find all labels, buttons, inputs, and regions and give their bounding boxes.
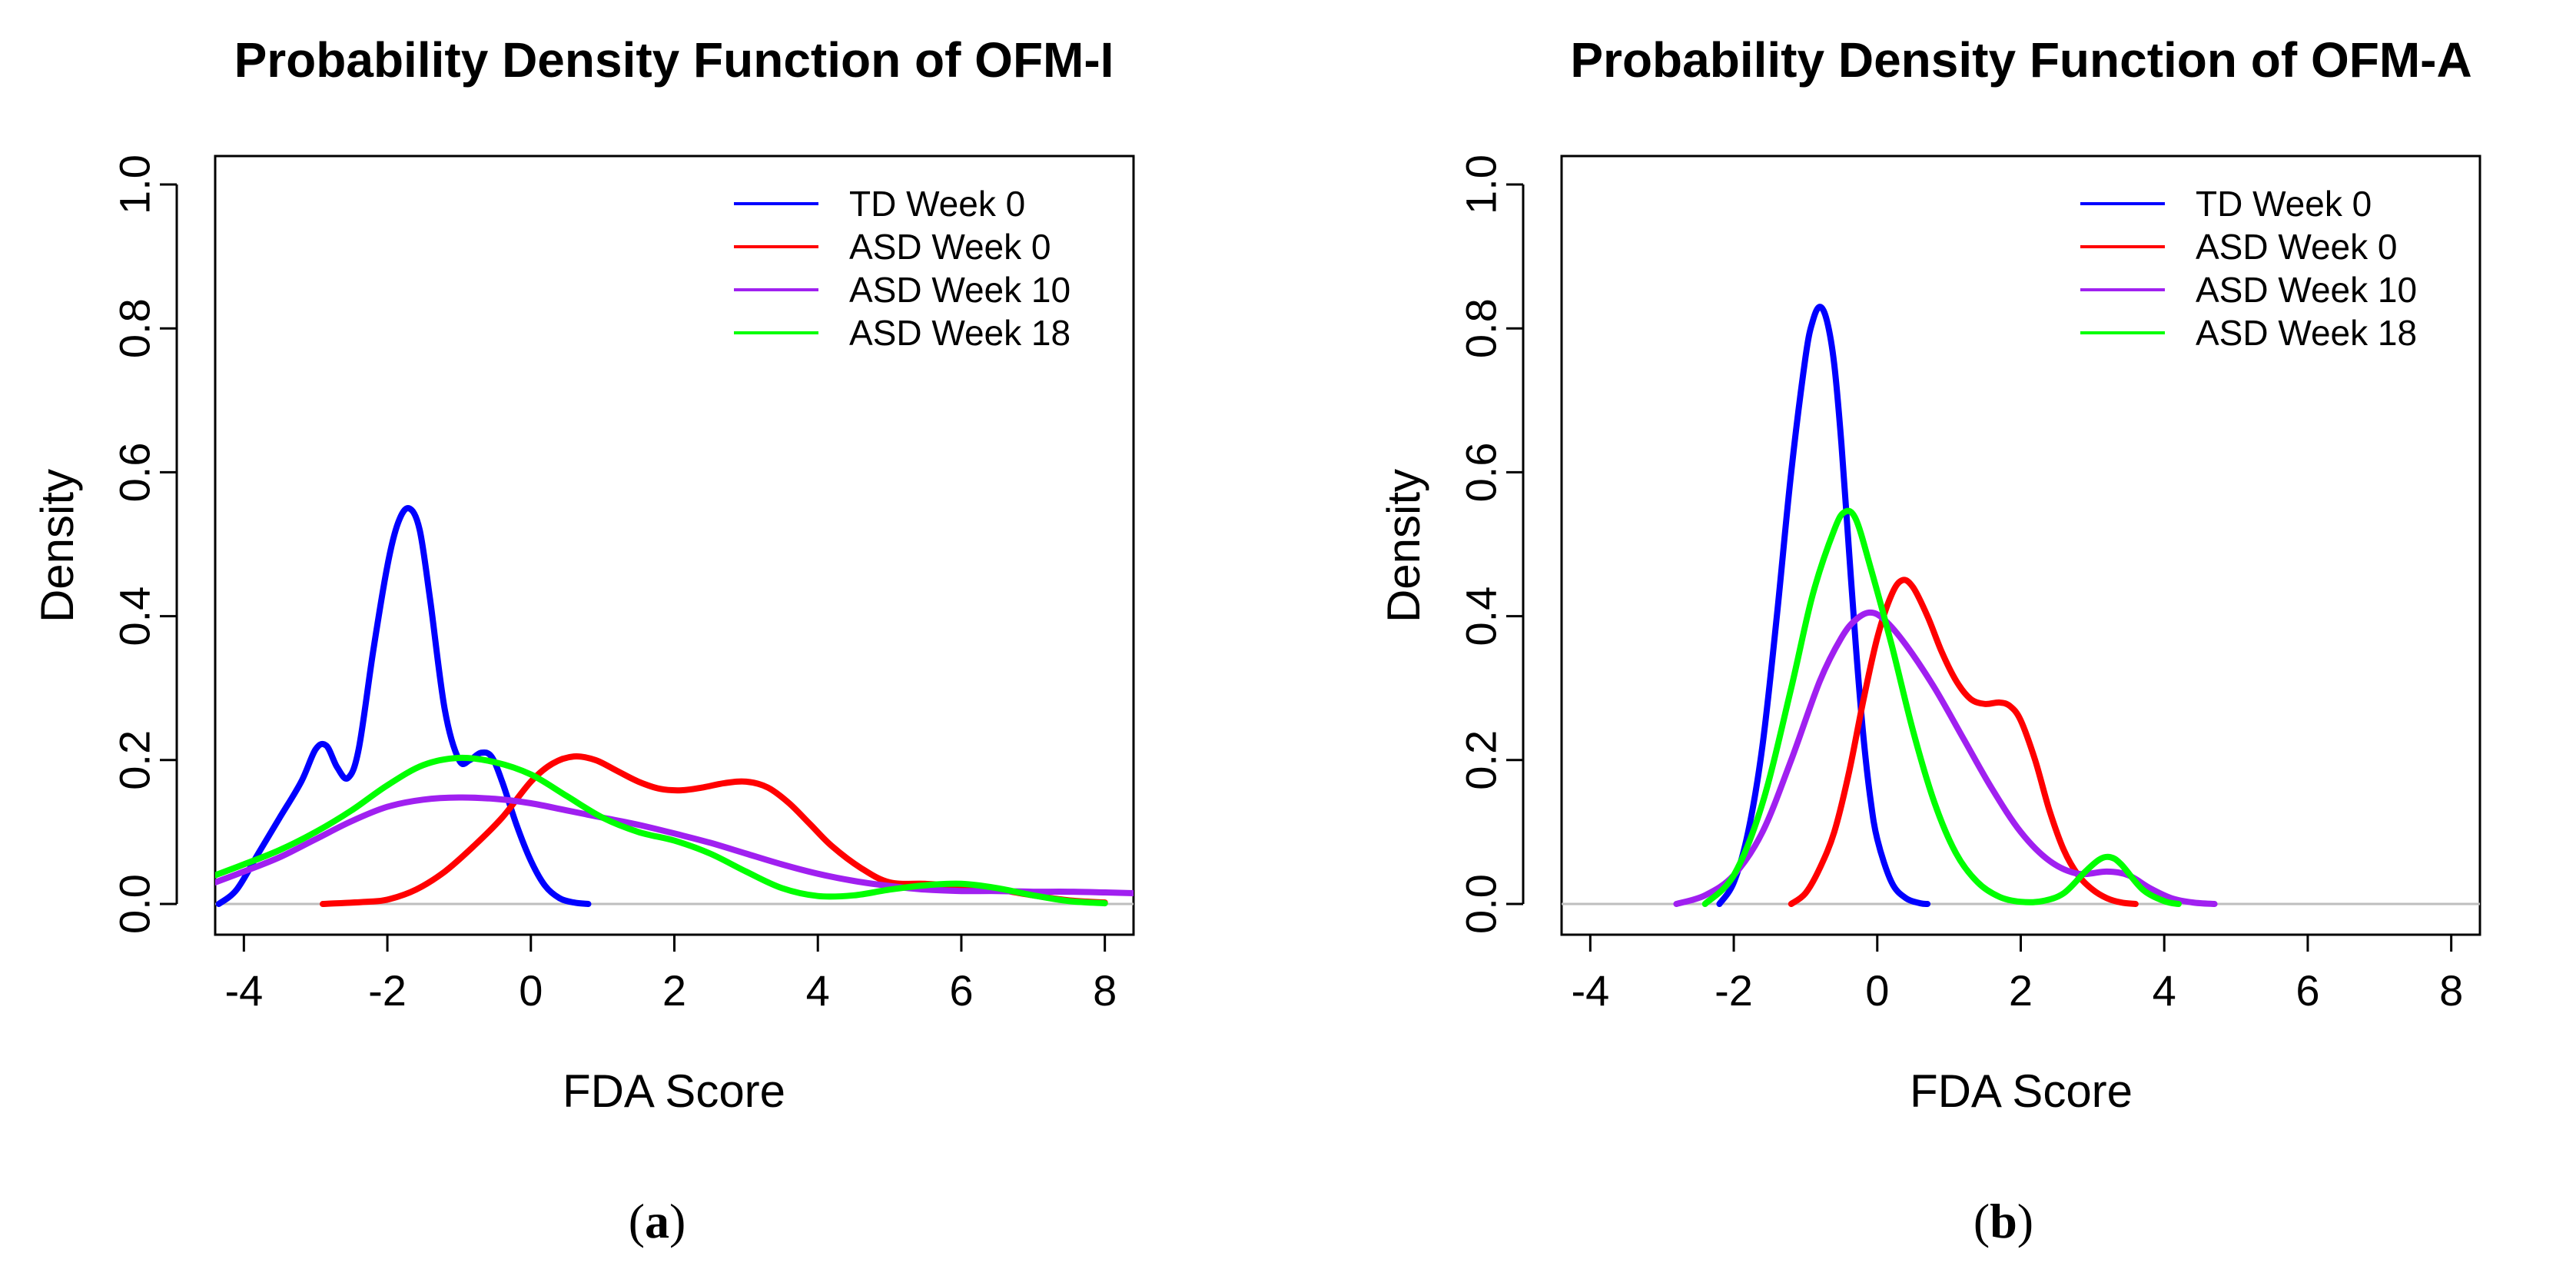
density-curves: [1673, 304, 2218, 907]
legend-label-asd-week-10: ASD Week 10: [849, 270, 1071, 310]
x-tick-label: 8: [1093, 966, 1117, 1015]
legend-label-td-week-0: TD Week 0: [2196, 184, 2372, 224]
x-axis-label: FDA Score: [563, 1065, 785, 1117]
x-tick-label: 8: [2439, 966, 2463, 1015]
x-tick-label: 0: [1865, 966, 1889, 1015]
x-tick-label: 2: [2009, 966, 2033, 1015]
density-curve-asd-week-18: [215, 754, 1108, 907]
panel-caption: (b): [1973, 1194, 2033, 1248]
caption-open-paren: (: [629, 1194, 645, 1248]
panel-caption: (a): [629, 1194, 686, 1248]
density-curve-asd-week-18: [1701, 507, 2182, 907]
y-tick-label: 1.0: [111, 155, 159, 214]
y-tick-label: 0.2: [1457, 730, 1505, 790]
legend-label-td-week-0: TD Week 0: [849, 184, 1025, 224]
x-tick-label: -4: [224, 966, 263, 1015]
legend-label-asd-week-10: ASD Week 10: [2196, 270, 2417, 310]
legend-label-asd-week-0: ASD Week 0: [2196, 227, 2397, 267]
x-axis: -4 -2 0 2 4 6 8: [224, 933, 1117, 1015]
x-tick-label: 0: [519, 966, 543, 1015]
y-tick-label: 0.6: [111, 442, 159, 502]
y-axis: 0.0 0.2 0.4 0.6 0.8 1.0: [1457, 155, 1525, 934]
x-tick-label: -2: [1715, 966, 1753, 1015]
chart-title: Probability Density Function of OFM-I: [234, 32, 1114, 88]
x-tick-label: 2: [662, 966, 686, 1015]
y-tick-label: 0.4: [1457, 586, 1505, 646]
density-curve-td-week-0: [1716, 304, 1931, 907]
x-tick-label: 4: [806, 966, 830, 1015]
y-tick-label: 1.0: [1457, 155, 1505, 214]
density-curve-asd-week-10: [215, 794, 1134, 896]
y-tick-label: 0.6: [1457, 442, 1505, 502]
caption-letter: a: [645, 1194, 669, 1248]
x-axis: -4 -2 0 2 4 6 8: [1571, 933, 2463, 1015]
y-axis-label: Density: [32, 469, 83, 623]
y-tick-label: 0.0: [1457, 874, 1505, 934]
y-axis: 0.0 0.2 0.4 0.6 0.8 1.0: [111, 155, 178, 934]
density-curves: [215, 505, 1134, 907]
density-curve-td-week-0: [215, 505, 592, 907]
legend-label-asd-week-18: ASD Week 18: [2196, 313, 2417, 353]
caption-close-paren: ): [669, 1194, 685, 1248]
x-tick-label: 4: [2153, 966, 2176, 1015]
y-tick-label: 0.8: [111, 298, 159, 358]
x-tick-label: -2: [368, 966, 407, 1015]
y-axis-label: Density: [1378, 469, 1429, 623]
chart-title: Probability Density Function of OFM-A: [1570, 32, 2471, 88]
chart-panel-a: Probability Density Function of OFM-I 0.…: [32, 32, 1135, 1248]
caption-open-paren: (: [1973, 1194, 1990, 1248]
y-tick-label: 0.0: [111, 874, 159, 934]
chart-panel-b: Probability Density Function of OFM-A 0.…: [1378, 32, 2481, 1248]
y-tick-label: 0.8: [1457, 298, 1505, 358]
x-tick-label: -4: [1571, 966, 1609, 1015]
x-tick-label: 6: [2295, 966, 2319, 1015]
y-tick-label: 0.4: [111, 586, 159, 646]
density-curve-asd-week-0: [320, 753, 1108, 907]
caption-letter: b: [1990, 1194, 2017, 1248]
caption-close-paren: ): [2017, 1194, 2033, 1248]
legend-label-asd-week-18: ASD Week 18: [849, 313, 1071, 353]
legend-label-asd-week-0: ASD Week 0: [849, 227, 1051, 267]
x-axis-label: FDA Score: [1910, 1065, 2133, 1117]
x-tick-label: 6: [949, 966, 973, 1015]
y-tick-label: 0.2: [111, 730, 159, 790]
